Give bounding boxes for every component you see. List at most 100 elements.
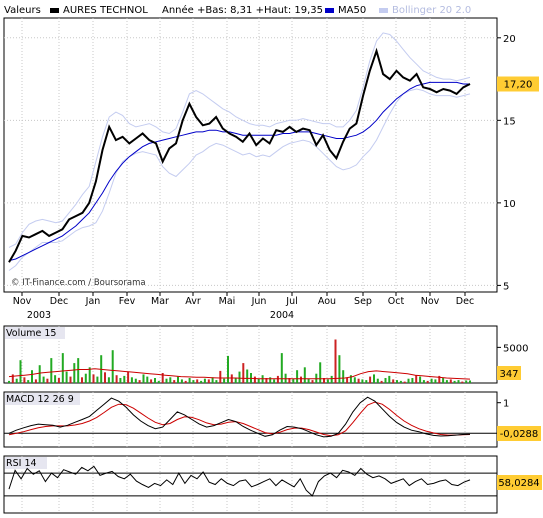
bollinger-upper-line [8, 32, 471, 248]
volume-bar [326, 379, 329, 383]
volume-bar [353, 377, 356, 383]
volume-bar [384, 378, 387, 383]
volume-bar [15, 378, 18, 383]
volume-bar [207, 379, 210, 383]
volume-bar [34, 379, 37, 383]
volume-bar [46, 378, 49, 383]
volume-bar [346, 378, 349, 383]
volume-bar [442, 378, 445, 383]
volume-bar [150, 379, 153, 383]
volume-bar [154, 378, 156, 383]
volume-bar [61, 353, 64, 383]
volume-bar [288, 378, 291, 383]
volume-bar [57, 378, 60, 383]
volume-bar [276, 375, 279, 383]
volume-bar [269, 377, 272, 383]
volume-bar [38, 365, 41, 383]
volume-bar [84, 373, 87, 383]
volume-bar [330, 375, 333, 383]
volume-bar [338, 355, 341, 383]
volume-bar [273, 379, 276, 383]
price-legend-swatch [50, 8, 59, 13]
volume-bar [323, 378, 325, 383]
volume-bar [192, 380, 195, 383]
price-y-tick-label: 15 [503, 116, 516, 127]
volume-bar [469, 380, 471, 383]
bollinger-legend-swatch [379, 8, 388, 13]
volume-bar [357, 378, 360, 383]
volume-bar [376, 378, 379, 383]
volume-title: Volume 15 [6, 328, 56, 339]
volume-bar [300, 376, 302, 383]
macd-plot-frame [3, 391, 498, 448]
price-x-tick-label: Aou [318, 296, 336, 307]
header-legend: Valeurs AURES TECHNOL Année +Bas: 8,31 +… [4, 4, 471, 16]
volume-bar [196, 379, 199, 383]
volume-bar [407, 378, 410, 383]
volume-bar [311, 380, 314, 383]
price-x-tick-label: Dec [456, 296, 474, 307]
price-y-tick-label: 5 [503, 281, 509, 292]
price-x-tick-label: Fev [119, 296, 136, 307]
volume-bar [369, 376, 372, 383]
rsi-last-value-box [497, 475, 542, 490]
volume-bar [230, 374, 233, 383]
price-x-tick-label: Sep [354, 296, 372, 307]
volume-bar [42, 376, 45, 383]
macd-y-axis: 1 [497, 399, 509, 410]
volume-bar [31, 370, 33, 383]
volume-bar [380, 380, 383, 383]
volume-last-value: 347 [499, 369, 518, 380]
volume-bar [422, 380, 425, 383]
volume-bar [119, 378, 122, 383]
price-x-year-label: 2003 [27, 310, 51, 321]
ma50-line [8, 81, 470, 262]
volume-bar [142, 374, 145, 383]
price-horizontal-grid [4, 37, 497, 286]
bollinger-lower-line [8, 88, 471, 271]
volume-bar [211, 377, 214, 383]
volume-bar [27, 380, 30, 383]
volume-bar [146, 376, 149, 383]
ma-legend-label: MA50 [338, 5, 366, 16]
price-line [8, 47, 471, 263]
volume-bar [115, 375, 118, 383]
price-x-tick-label: Jul [285, 296, 297, 307]
volume-bar [430, 378, 433, 383]
price-last-value: 17,20 [504, 80, 533, 91]
volume-bar [253, 376, 256, 383]
volume-bar [280, 353, 283, 383]
macd-panel: MACD 12 26 9 1 -0,0288 [3, 391, 541, 448]
price-y-tick-label: 20 [503, 34, 516, 45]
volume-bar [50, 358, 53, 383]
volume-bar [342, 370, 345, 383]
volume-bar [242, 363, 245, 383]
volume-bar [307, 378, 310, 383]
volume-bar [203, 378, 206, 383]
price-x-tick-label: Jun [251, 296, 267, 307]
volume-bar [184, 380, 187, 383]
volume-bar [11, 374, 14, 383]
price-x-tick-label: Mai [219, 296, 236, 307]
volume-title-bg [5, 327, 65, 339]
price-x-axis: Nov Dec Jan Fev Mar Avr Mai Jun Jul Aou Sep Oct Nov D… [13, 292, 474, 321]
volume-bar [257, 378, 260, 383]
bollinger-legend-label: Bollinger 20 2.0 [392, 5, 471, 16]
volume-bar [403, 381, 406, 383]
security-name: AURES TECHNOL [63, 5, 148, 16]
macd-last-value-box [497, 426, 541, 441]
volume-bar [161, 373, 164, 383]
volume-bar [104, 372, 106, 383]
rsi-line [8, 465, 471, 497]
price-vertical-grid [21, 18, 466, 292]
ma-legend-swatch [325, 8, 334, 13]
rsi-panel: RSI 14 58,0284 [3, 455, 542, 514]
macd-title-bg [5, 393, 80, 405]
volume-bar [81, 377, 83, 383]
volume-bar [127, 371, 130, 383]
volume-last-value-box [497, 366, 521, 380]
rsi-vertical-grid [21, 456, 466, 513]
volume-bar [77, 358, 80, 383]
price-y-axis: 5 10 15 20 [497, 34, 516, 292]
